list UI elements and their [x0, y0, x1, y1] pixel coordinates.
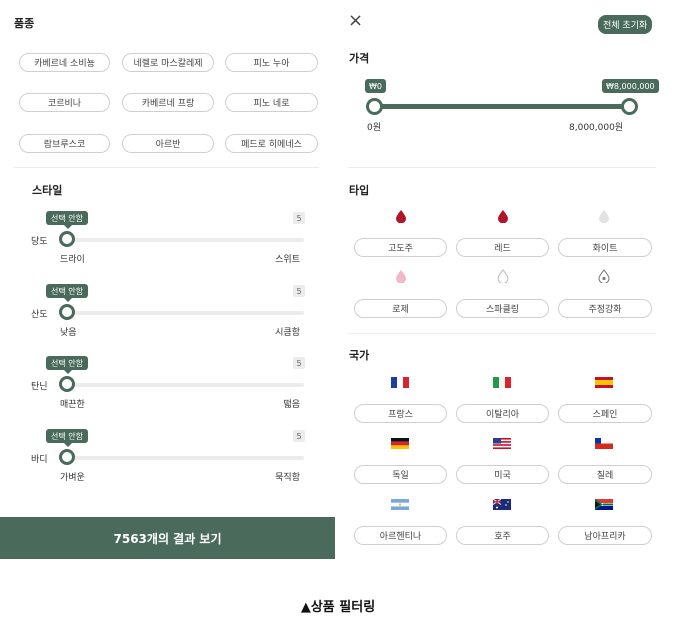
variety-section-title: 품종 — [14, 17, 35, 30]
slider-acidity[interactable]: 선택 안함 5 산도 낮음 시큼함 — [30, 284, 310, 344]
price-max-label: 8,000,000원 — [569, 123, 624, 133]
variety-chip-nerello-mascalese[interactable]: 네렐로 마스칼레제 — [122, 53, 214, 72]
slider-handle[interactable] — [59, 231, 75, 247]
argentina-flag-icon — [391, 499, 409, 510]
country-chip-usa[interactable]: 미국 — [456, 465, 549, 484]
australia-flag-icon — [493, 499, 511, 510]
slider-label: 산도 — [31, 310, 48, 320]
slider-label: 당도 — [31, 237, 48, 247]
divider — [348, 333, 656, 334]
country-chip-chile[interactable]: 칠레 — [558, 465, 652, 484]
show-results-button[interactable]: 7563개의 결과 보기 — [0, 517, 335, 559]
south-africa-flag-icon — [595, 499, 613, 510]
country-section-title: 국가 — [349, 349, 370, 362]
rose-drop-icon — [396, 270, 406, 283]
price-max-tag: ₩8,000,000 — [602, 79, 659, 93]
slider-high-label: 스위트 — [275, 255, 300, 265]
type-chip-red[interactable]: 레드 — [456, 238, 549, 257]
slider-tannin[interactable]: 선택 안함 5 탄닌 매끈한 떫음 — [30, 356, 310, 416]
slider-handle[interactable] — [59, 376, 75, 392]
country-chip-france[interactable]: 프랑스 — [354, 404, 447, 423]
price-section-title: 가격 — [349, 52, 370, 65]
chile-flag-icon — [595, 438, 613, 449]
close-icon[interactable]: × — [348, 10, 364, 31]
slider-low-label: 낮음 — [60, 328, 77, 338]
slider-track[interactable] — [60, 456, 304, 460]
country-chip-italy[interactable]: 이탈리아 — [456, 404, 549, 423]
slider-low-label: 매끈한 — [60, 400, 85, 410]
slider-value-badge: 선택 안함 — [46, 356, 88, 374]
slider-max-count: 5 — [293, 212, 305, 224]
variety-chip-corvina[interactable]: 코르비나 — [19, 93, 110, 112]
style-section-title: 스타일 — [32, 184, 63, 197]
red-drop-icon — [498, 210, 508, 223]
price-min-handle[interactable] — [366, 98, 383, 115]
slider-handle[interactable] — [59, 304, 75, 320]
slider-track[interactable] — [60, 238, 304, 242]
slider-label: 바디 — [31, 455, 48, 465]
country-chip-germany[interactable]: 독일 — [354, 465, 447, 484]
slider-low-label: 드라이 — [60, 255, 85, 265]
type-chip-rose[interactable]: 로제 — [354, 299, 447, 318]
variety-chip-lambrusco[interactable]: 람브루스코 — [19, 134, 110, 153]
spain-flag-icon — [595, 377, 613, 388]
slider-sweetness[interactable]: 선택 안함 5 당도 드라이 스위트 — [30, 211, 310, 271]
france-flag-icon — [391, 377, 409, 388]
price-min-tag: ₩0 — [365, 79, 386, 93]
variety-chip-cabernet-franc[interactable]: 카베르네 프랑 — [122, 93, 214, 112]
sparkling-drop-icon — [497, 269, 509, 283]
variety-chip-cabernet-sauvignon[interactable]: 카베르네 소비뇽 — [19, 53, 110, 72]
slider-max-count: 5 — [293, 285, 305, 297]
country-chip-spain[interactable]: 스페인 — [558, 404, 652, 423]
variety-chip-pedro-ximenez[interactable]: 페드로 히메네스 — [225, 134, 318, 153]
slider-track[interactable] — [60, 383, 304, 387]
price-min-label: 0원 — [367, 123, 382, 133]
slider-value-badge: 선택 안함 — [46, 284, 88, 302]
variety-chip-arvan[interactable]: 아르반 — [122, 134, 214, 153]
caption: ▲상품 필터링 — [300, 600, 376, 615]
slider-label: 탄닌 — [31, 382, 48, 392]
price-max-handle[interactable] — [621, 98, 638, 115]
country-chip-argentina[interactable]: 아르헨티나 — [354, 526, 447, 545]
slider-value-badge: 선택 안함 — [46, 429, 88, 447]
divider — [14, 167, 319, 168]
slider-high-label: 시큼함 — [275, 328, 300, 338]
type-chip-fortified-spirit[interactable]: 고도주 — [354, 238, 447, 257]
red-drop-icon — [396, 210, 406, 223]
white-drop-icon — [599, 210, 609, 223]
italy-flag-icon — [493, 377, 511, 388]
variety-chip-pinot-nero[interactable]: 피노 네로 — [225, 93, 318, 112]
variety-chip-pinot-noir[interactable]: 피노 누아 — [225, 53, 318, 72]
slider-high-label: 묵직함 — [275, 473, 300, 483]
slider-body[interactable]: 선택 안함 5 바디 가벼운 묵직함 — [30, 429, 310, 489]
slider-max-count: 5 — [293, 430, 305, 442]
country-chip-australia[interactable]: 호주 — [456, 526, 549, 545]
price-range-track[interactable] — [375, 104, 631, 109]
reset-all-button[interactable]: 전체 초기화 — [598, 15, 653, 34]
type-chip-fortified[interactable]: 주정강화 — [558, 299, 652, 318]
slider-value-badge: 선택 안함 — [46, 211, 88, 229]
type-chip-sparkling[interactable]: 스파클링 — [456, 299, 549, 318]
slider-max-count: 5 — [293, 357, 305, 369]
type-chip-white[interactable]: 화이트 — [558, 238, 652, 257]
fortified-drop-icon — [598, 269, 610, 283]
divider — [348, 167, 656, 168]
slider-handle[interactable] — [59, 449, 75, 465]
usa-flag-icon — [493, 438, 511, 449]
slider-high-label: 떫음 — [283, 400, 300, 410]
slider-low-label: 가벼운 — [60, 473, 85, 483]
germany-flag-icon — [391, 438, 409, 449]
slider-track[interactable] — [60, 311, 304, 315]
country-chip-south-africa[interactable]: 남아프리카 — [558, 526, 652, 545]
type-section-title: 타입 — [349, 184, 370, 197]
filter-panel-right: × 전체 초기화 가격 ₩0 ₩8,000,000 0원 8,000,000원 … — [340, 0, 676, 560]
filter-panel-left: 품종 카베르네 소비뇽 네렐로 마스칼레제 피노 누아 코르비나 카베르네 프랑… — [0, 0, 335, 560]
